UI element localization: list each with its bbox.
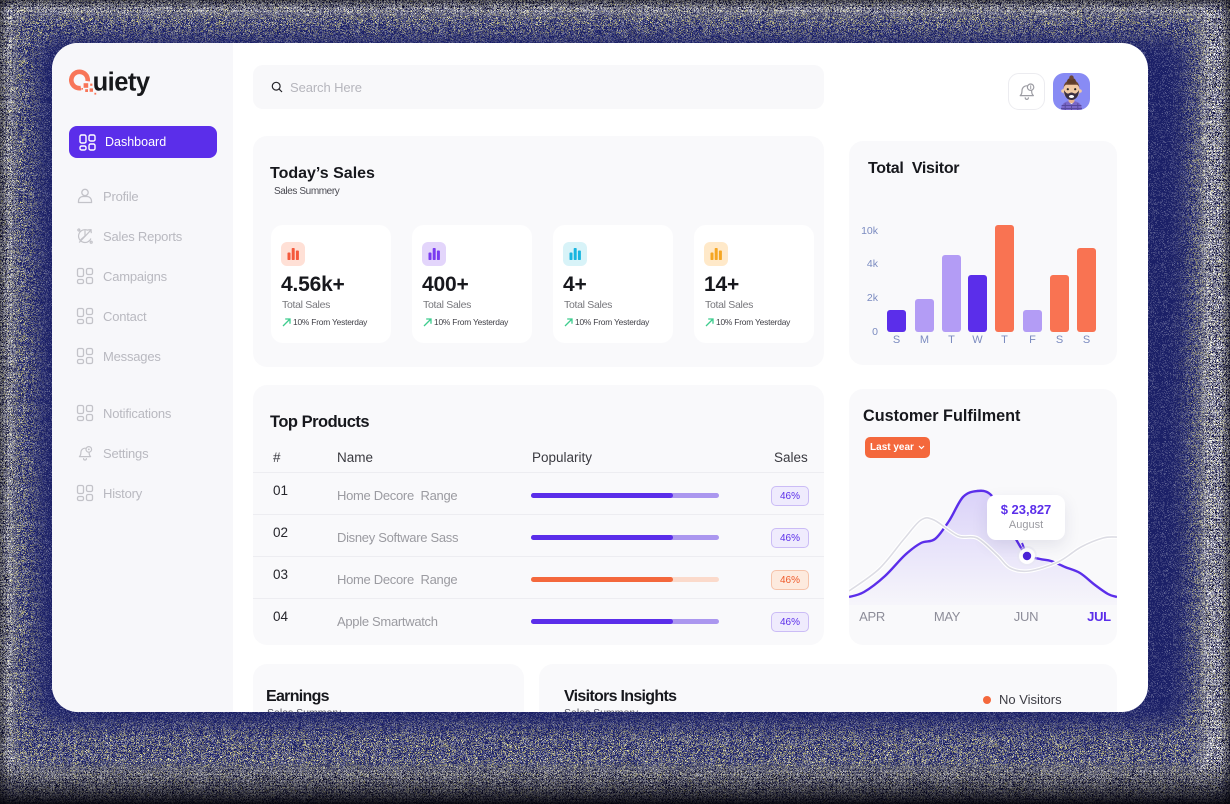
svg-text:S: S [893, 334, 900, 346]
svg-text:T: T [948, 334, 955, 346]
svg-text:T: T [1001, 334, 1008, 346]
svg-text:JUN: JUN [1014, 609, 1038, 624]
svg-text:JUL: JUL [1087, 609, 1111, 624]
svg-text:W: W [972, 334, 983, 346]
svg-text:4k: 4k [867, 258, 879, 270]
svg-text:0: 0 [872, 326, 878, 338]
svg-text:2k: 2k [867, 292, 879, 304]
svg-text:MAY: MAY [934, 609, 961, 624]
svg-text:S: S [1083, 334, 1090, 346]
svg-text:10k: 10k [861, 225, 879, 237]
svg-text:S: S [1056, 334, 1063, 346]
svg-text:F: F [1029, 334, 1036, 346]
svg-text:M: M [920, 334, 929, 346]
svg-text:APR: APR [859, 609, 885, 624]
svg-text:uiety: uiety [93, 69, 151, 97]
